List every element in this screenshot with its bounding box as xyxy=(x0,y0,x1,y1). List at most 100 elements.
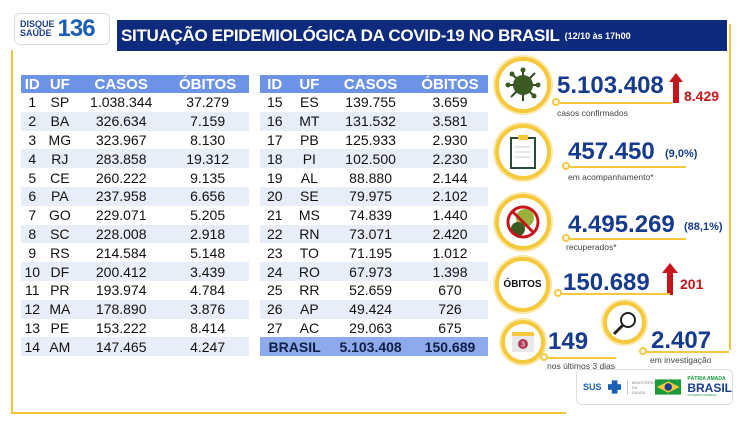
report-date: (12/10 às 17h00 xyxy=(564,30,631,41)
table-cell: ES xyxy=(300,94,319,111)
table-cell: 7 xyxy=(28,207,37,224)
frame-border-left xyxy=(11,50,13,414)
table-cell: 21 xyxy=(266,207,283,224)
sus-logo: SUS xyxy=(583,382,602,392)
frame-border-bottom xyxy=(11,412,566,414)
table-cell: 3 xyxy=(28,131,37,148)
table-cell: SE xyxy=(289,186,330,206)
table-cell: 19.312 xyxy=(166,149,249,169)
table-cell: 193.974 xyxy=(95,282,147,299)
table-row: 9 RS 214.584 5.148 xyxy=(21,243,249,262)
table-cell: 37.279 xyxy=(186,94,230,111)
table-cell: MS xyxy=(298,207,320,224)
table-cell: RN xyxy=(289,224,330,244)
table-cell: GO xyxy=(48,207,71,224)
table-cell: 26 xyxy=(260,299,290,319)
table-row: 7 GO 229.071 5.205 xyxy=(21,206,249,225)
table-cell: 25 xyxy=(266,282,283,299)
table-cell: 178.890 xyxy=(76,299,167,319)
table-row: 25 RR 52.659 670 xyxy=(260,281,488,300)
table-row: 16 MT 131.532 3.581 xyxy=(260,111,488,131)
table-cell: 2.230 xyxy=(411,149,488,169)
table-row: 22 RN 73.071 2.420 xyxy=(260,224,488,244)
no-virus-icon xyxy=(506,205,540,239)
table-row: 15 ES 139.755 3.659 xyxy=(260,93,488,112)
table-row: 14 AM 147.465 4.247 xyxy=(21,337,249,357)
table-row: 23 TO 71.195 1.012 xyxy=(260,243,488,262)
table-cell: 12 xyxy=(21,299,44,319)
confirmed-increase: 8.429 xyxy=(684,88,720,104)
table-cell: 200.412 xyxy=(76,262,167,281)
table-row: 17 PB 125.933 2.930 xyxy=(260,131,488,150)
column-header: UF xyxy=(289,75,330,93)
table-cell: 19 xyxy=(266,169,283,186)
clipboard-icon xyxy=(510,135,536,169)
table-cell: CE xyxy=(50,169,70,186)
ministry-logo: MINISTÉRIO DA SAÚDE xyxy=(626,379,655,395)
logo-line1: DISQUE xyxy=(20,19,55,29)
table-cell: 49.424 xyxy=(329,299,412,319)
table-cell: 2.144 xyxy=(432,169,468,186)
table-row: 24 RO 67.973 1.398 xyxy=(260,262,488,281)
table-cell: 22 xyxy=(260,224,290,244)
column-header: ID xyxy=(21,75,44,93)
table-cell: 10 xyxy=(21,262,44,281)
total-label: BRASIL xyxy=(260,337,330,357)
table-cell: PE xyxy=(50,319,70,336)
table-cell: 4.247 xyxy=(166,337,249,357)
table-cell: PB xyxy=(300,131,319,148)
table-cell: 73.071 xyxy=(329,224,412,244)
table-cell: 23 xyxy=(266,244,283,261)
table-cell: 237.958 xyxy=(76,186,167,206)
column-header: CASOS xyxy=(76,75,167,93)
recent-deaths-value: 149 xyxy=(548,328,589,355)
frame-border-right xyxy=(729,24,731,350)
table-row: 26 AP 49.424 726 xyxy=(260,299,488,319)
table-cell: 29.063 xyxy=(349,319,392,336)
increase-arrow-icon xyxy=(669,73,683,103)
deaths-badge-label: ÓBITOS xyxy=(503,279,542,290)
table-cell: MA xyxy=(43,299,77,319)
column-header: ID xyxy=(260,75,290,93)
monitoring-value: 457.450 xyxy=(568,138,655,165)
table-cell: 8.414 xyxy=(190,319,226,336)
table-cell: 102.500 xyxy=(329,149,412,169)
table-cell: 27 xyxy=(266,319,283,336)
table-cell: 675 xyxy=(438,319,462,336)
table-cell: 8.130 xyxy=(190,131,226,148)
table-cell: 228.008 xyxy=(76,224,167,244)
brasil-text: BRASIL xyxy=(687,381,732,395)
deaths-badge: ÓBITOS xyxy=(495,257,550,312)
column-header: ÓBITOS xyxy=(411,75,488,93)
table-cell: 5.148 xyxy=(190,244,226,261)
states-table-left: ID UF CASOS ÓBITOS 1 SP 1.038.344 37.279 2 BA 326.… xyxy=(21,75,249,357)
table-cell: 9.135 xyxy=(190,169,226,186)
table-cell: 229.071 xyxy=(95,207,147,224)
virus-icon xyxy=(505,67,541,101)
table-row: 8 SC 228.008 2.918 xyxy=(21,224,249,244)
table-cell: 1.398 xyxy=(411,262,488,281)
calendar-icon: 3 xyxy=(512,332,534,352)
logo-line2: SAÚDE xyxy=(20,28,52,38)
calendar-number: 3 xyxy=(521,342,525,349)
table-cell: 6 xyxy=(21,186,44,206)
table-cell: SP xyxy=(50,94,70,111)
logo-number: 136 xyxy=(57,15,96,42)
table-cell: 131.532 xyxy=(329,111,412,131)
deaths-value: 150.689 xyxy=(563,269,650,296)
table-cell: RS xyxy=(50,244,70,261)
table-row: 6 PA 237.958 6.656 xyxy=(21,186,249,206)
table-cell: 153.222 xyxy=(95,319,147,336)
table-header: ID UF CASOS ÓBITOS xyxy=(260,75,488,93)
table-row: 18 PI 102.500 2.230 xyxy=(260,149,488,169)
table-cell: 726 xyxy=(411,299,488,319)
table-cell: 3.439 xyxy=(166,262,249,281)
table-row: 1 SP 1.038.344 37.279 xyxy=(21,93,249,112)
table-cell: AL xyxy=(300,169,318,186)
table-cell: RR xyxy=(299,282,320,299)
table-cell: 5 xyxy=(28,169,37,186)
recovered-percent: (88,1%) xyxy=(684,221,723,233)
confirmed-label: casos confirmados xyxy=(557,108,628,118)
table-cell: 67.973 xyxy=(329,262,412,281)
table-cell: SC xyxy=(43,224,77,244)
